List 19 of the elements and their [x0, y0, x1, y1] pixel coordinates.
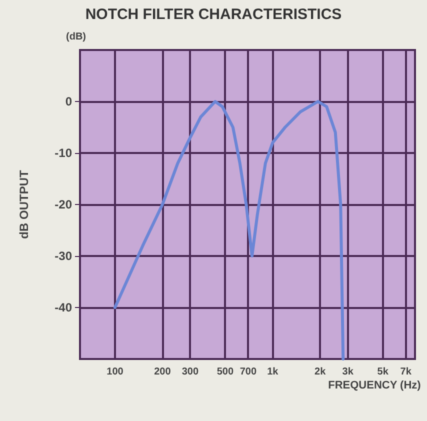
x-tick-label: 200 [154, 366, 172, 378]
x-tick-label: 5k [377, 366, 389, 378]
x-tick-label: 1k [267, 366, 279, 378]
y-tick-label: -10 [54, 146, 72, 160]
x-tick-label: 2k [314, 366, 326, 378]
x-tick-label: 100 [106, 366, 124, 378]
x-tick-label: 7k [400, 366, 412, 378]
chart-title: NOTCH FILTER CHARACTERISTICS [85, 6, 342, 23]
x-axis-title: FREQUENCY (Hz) [328, 380, 422, 392]
y-tick-label: -20 [54, 198, 72, 212]
y-tick-label: -40 [54, 300, 72, 314]
text: (dB) [66, 32, 86, 42]
x-tick-label: 700 [240, 366, 257, 378]
x-tick-label: 500 [216, 366, 234, 378]
x-tick-label: 300 [182, 366, 199, 378]
y-tick-label: -30 [54, 249, 72, 263]
y-axis-title: dB OUTPUT [17, 170, 31, 239]
x-tick-label: 3k [342, 366, 354, 378]
y-tick-label: 0 [65, 94, 72, 108]
